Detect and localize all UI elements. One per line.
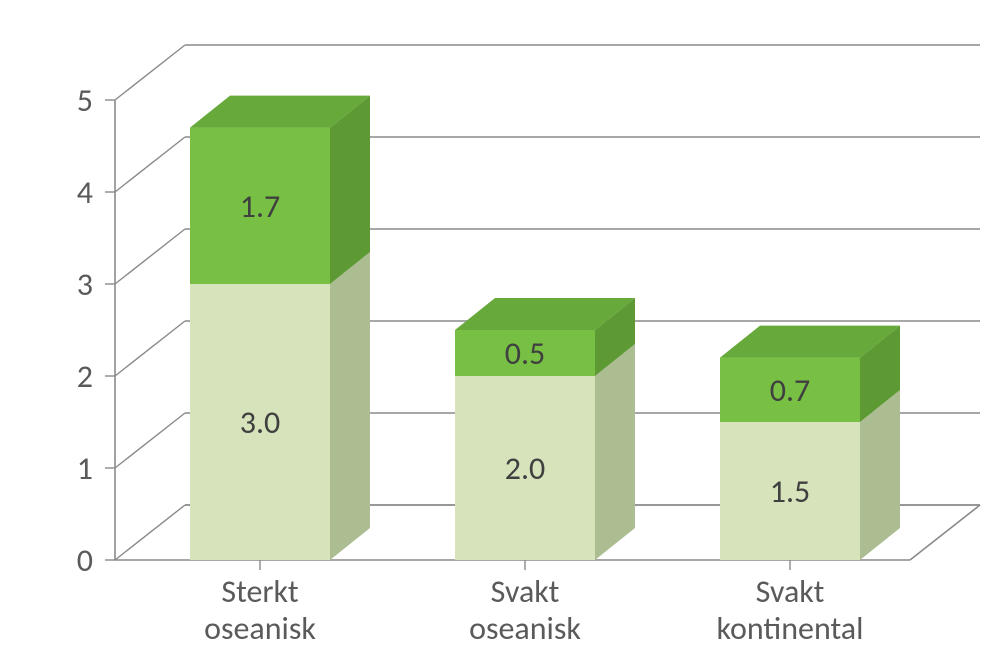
- y-tick-label: 4: [77, 173, 93, 212]
- y-tick-label: 0: [77, 541, 93, 580]
- category-label: Sterkt: [221, 572, 299, 611]
- y-tick-label: 3: [77, 265, 93, 304]
- category-label: oseanisk: [469, 609, 581, 648]
- bar-data-label: 0.5: [505, 334, 546, 373]
- bar-data-label: 1.5: [770, 472, 811, 511]
- bar-data-label: 1.7: [240, 187, 281, 226]
- y-tick-label: 5: [77, 81, 93, 120]
- bar-data-label: 0.7: [770, 371, 811, 410]
- y-tick-label: 2: [77, 357, 93, 396]
- bar-data-label: 3.0: [240, 403, 281, 442]
- category-label: Svakt: [491, 572, 560, 611]
- category-label: kontinental: [717, 609, 864, 648]
- category-label: Svakt: [756, 572, 825, 611]
- y-tick-label: 1: [77, 449, 93, 488]
- bar-data-label: 2.0: [505, 449, 546, 488]
- category-label: oseanisk: [204, 609, 316, 648]
- stacked-3d-bar-chart: 0123453.01.72.00.51.50.7SterktoseaniskSv…: [0, 0, 985, 650]
